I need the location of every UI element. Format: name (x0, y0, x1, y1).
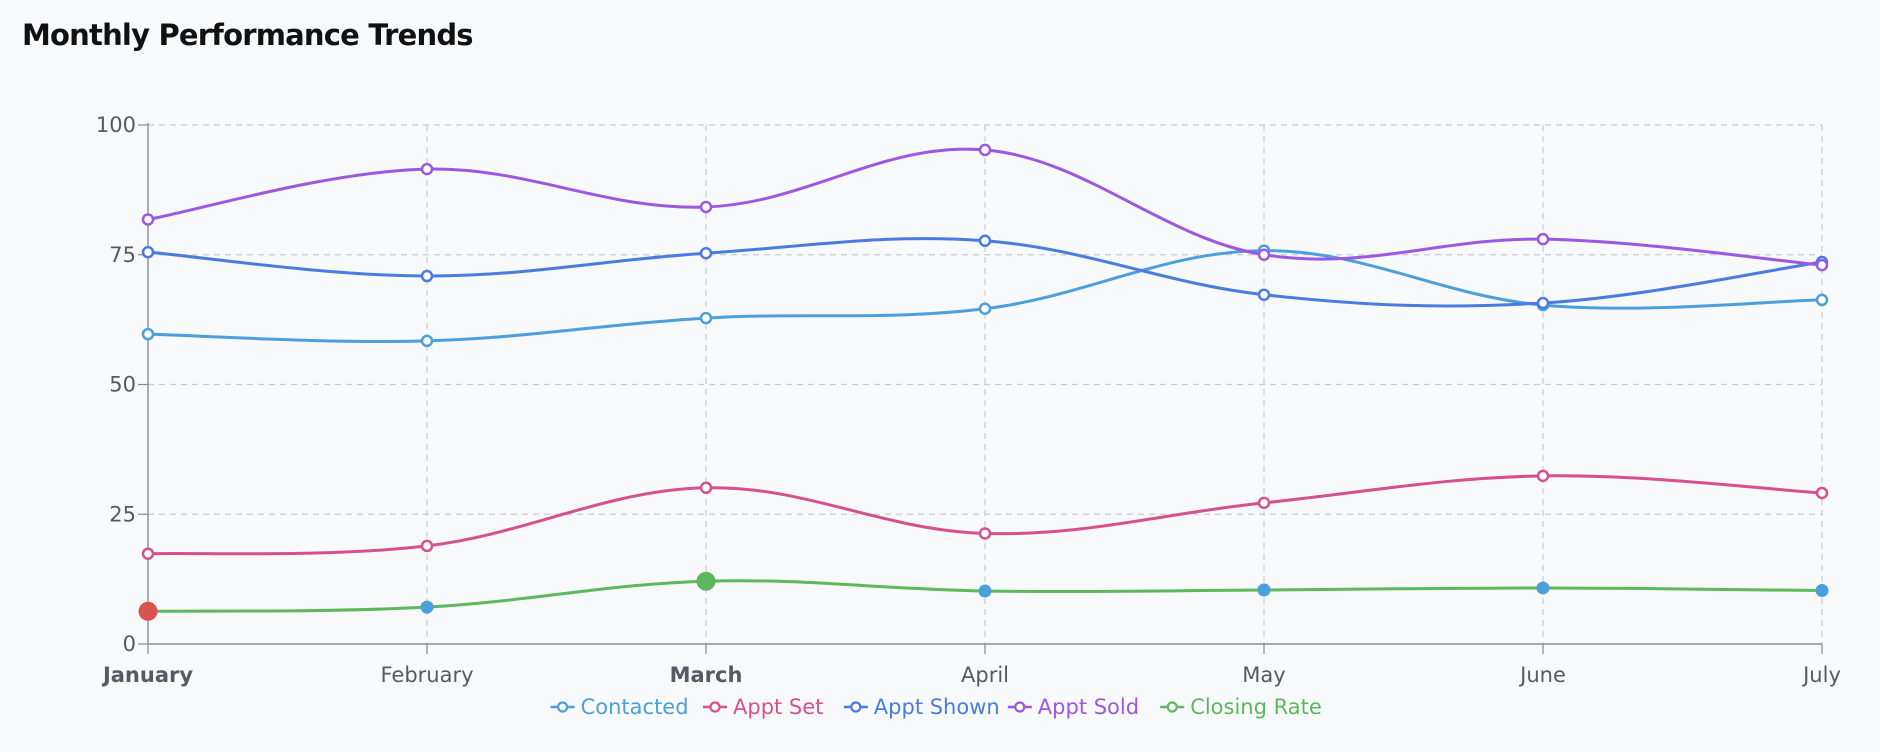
y-tick-label: 0 (123, 632, 136, 656)
data-point-appt-shown (1257, 288, 1271, 301)
data-point-appt-sold (420, 162, 434, 176)
data-point-appt-set (420, 539, 434, 553)
grid-lines (148, 124, 1823, 644)
data-point-appt-sold (1536, 232, 1550, 246)
data-point-contacted (420, 334, 434, 348)
legend-item-appt-set[interactable]: Appt Set (703, 695, 823, 719)
data-point-closing-rate (1257, 583, 1271, 597)
x-tick-label: April (961, 663, 1009, 687)
data-point-appt-sold (1257, 248, 1271, 261)
x-tick-label: May (1242, 663, 1285, 687)
axes: 0 25 50 75 100 January February March April May Ju… (96, 113, 1841, 687)
data-point-appt-set (978, 527, 992, 540)
series-points (138, 143, 1829, 621)
legend-marker-point (1014, 701, 1026, 713)
legend-label: Appt Sold (1038, 695, 1139, 719)
data-point-closing-rate (1815, 584, 1829, 598)
data-point-appt-set (1257, 496, 1271, 510)
y-tick-label: 75 (109, 243, 136, 267)
data-point-appt-set (141, 547, 155, 560)
y-tick-label: 100 (96, 113, 136, 137)
data-point-contacted (699, 311, 713, 325)
data-point-contacted (978, 302, 992, 315)
data-point-appt-sold (978, 143, 992, 157)
x-tick-label: January (101, 663, 193, 687)
x-tick-label: July (1801, 663, 1841, 687)
legend-label: Closing Rate (1190, 695, 1322, 719)
data-point-appt-set (1815, 486, 1829, 500)
x-tick-label: March (670, 663, 743, 687)
data-point-contacted (141, 327, 155, 341)
legend-item-appt-shown[interactable]: Appt Shown (843, 695, 1000, 719)
data-point-closing-rate (420, 600, 434, 614)
legend-marker-point (1166, 701, 1178, 713)
data-point-appt-shown (978, 234, 992, 247)
data-point-appt-sold (699, 200, 713, 214)
legend-marker-point (556, 701, 569, 713)
data-point-appt-sold (141, 213, 155, 226)
page-title: Monthly Performance Trends (22, 18, 474, 52)
legend-marker-point (850, 701, 862, 713)
data-point-closing-rate (138, 601, 158, 621)
x-tick-label: February (380, 663, 473, 687)
data-point-appt-shown (141, 245, 155, 259)
legend-item-closing-rate[interactable]: Closing Rate (1160, 695, 1322, 719)
y-tick-label: 25 (109, 502, 136, 526)
data-point-contacted (1815, 293, 1829, 307)
data-point-closing-rate (1536, 581, 1550, 595)
legend-label: Contacted (581, 695, 689, 719)
data-point-appt-set (699, 481, 713, 495)
legend-item-appt-sold[interactable]: Appt Sold (1007, 695, 1139, 719)
data-point-appt-shown (699, 246, 713, 260)
data-point-closing-rate (978, 584, 992, 598)
data-point-appt-sold (1815, 258, 1829, 272)
data-point-appt-shown (420, 269, 434, 283)
x-tick-label: June (1518, 663, 1566, 687)
legend-item-contacted[interactable]: Contacted (550, 695, 689, 719)
y-tick-label: 50 (109, 373, 136, 397)
data-point-appt-shown (1536, 296, 1550, 310)
legend-label: Appt Shown (874, 695, 1000, 719)
legend-marker-point (709, 701, 721, 713)
legend-label: Appt Set (733, 695, 823, 719)
data-point-closing-rate (696, 571, 716, 591)
data-point-appt-set (1536, 469, 1550, 483)
legend[interactable]: Contacted Appt Set Appt Shown Appt Sold Clos… (550, 695, 1322, 719)
